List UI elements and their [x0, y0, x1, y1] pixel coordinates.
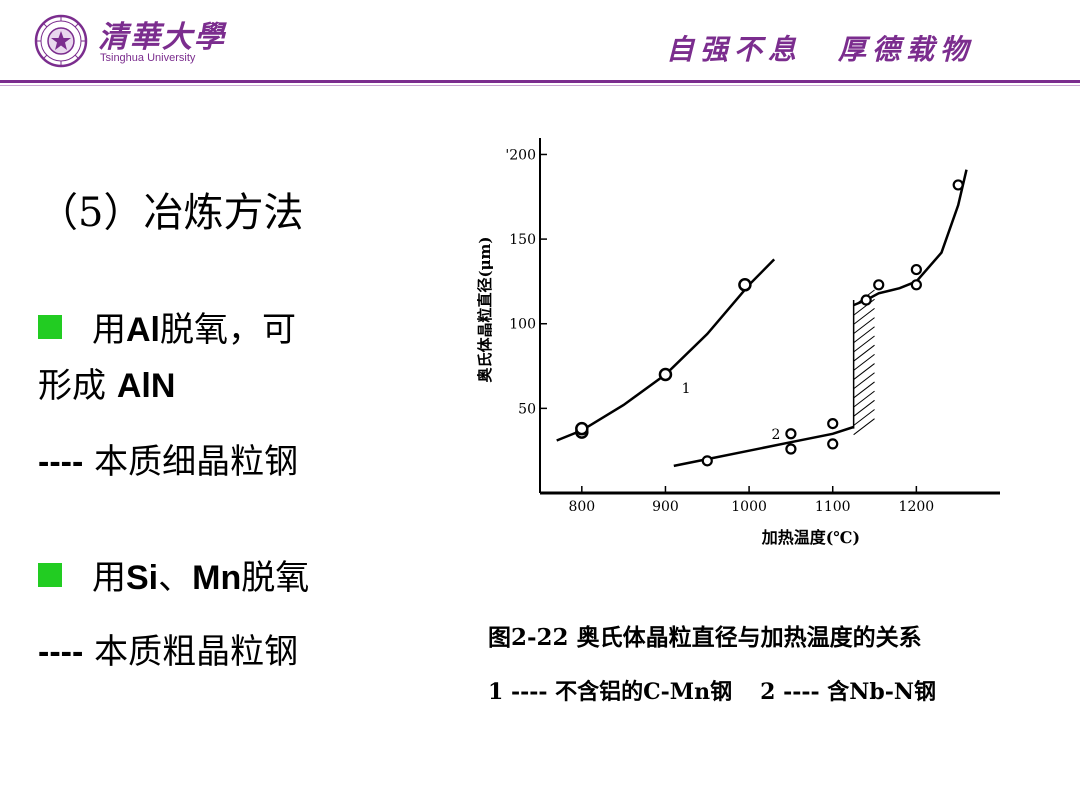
band-hatch-line — [853, 390, 875, 408]
university-motto: 自强不息 厚德载物 — [666, 28, 974, 68]
series-2-point — [785, 443, 797, 455]
series-2-curve-high — [853, 169, 968, 307]
band-hatch-line — [853, 381, 875, 399]
chart-points — [575, 179, 964, 467]
series-2-point — [827, 438, 839, 450]
series-2-label: 2 — [771, 427, 780, 443]
bullet-al-line2: 形成 AlN — [38, 358, 175, 407]
series-2-curve-low — [673, 425, 854, 468]
motto-part-2: 厚德载物 — [837, 33, 974, 66]
y-tick-label: 50 — [518, 401, 536, 417]
series-1-point — [738, 278, 752, 292]
series-1-point — [575, 421, 589, 436]
bullet2-suffix: 脱氧 — [241, 558, 310, 598]
result1-dash: ---- — [38, 443, 84, 481]
y-tick-label: 150 — [509, 232, 536, 248]
bullet2-si: Si — [126, 559, 159, 597]
result2-dash: ---- — [38, 633, 84, 671]
legend-series-1: 1 ---- 不含铝的C-Mn钢 — [488, 679, 733, 705]
grain-size-vs-temperature-chart: 800 900 1000 1100 1200 50 100 150 '200 加热温度(℃) 奥氏体… — [476, 138, 1000, 547]
university-name-en: Tsinghua University — [100, 52, 196, 64]
slide-header: 清華大學 Tsinghua University 自强不息 厚德载物 — [0, 0, 1080, 86]
bullet2-mn: Mn — [192, 559, 242, 597]
bullet-al-deoxidation: 用Al脱氧，可 — [38, 302, 296, 351]
x-tick-label: 800 — [568, 499, 595, 515]
bullet-square-icon — [38, 563, 62, 587]
transition-band — [852, 289, 875, 436]
bullet1-suffix: 脱氧，可 — [160, 310, 296, 350]
band-hatch-line — [853, 363, 875, 380]
y-axis-label: 奥氏体晶粒直径(μm) — [476, 236, 494, 382]
chart-curves — [556, 169, 968, 468]
figure-legend: 1 ---- 不含铝的C-Mn钢 2 ---- 含Nb-N钢 — [488, 674, 936, 706]
result-coarse-grain: ---- 本质粗晶粒钢 — [38, 624, 298, 673]
x-tick-label: 900 — [652, 499, 679, 515]
y-tick-label: 100 — [509, 317, 536, 333]
result1-text: 本质细晶粒钢 — [83, 442, 299, 482]
section-title: （5）冶炼方法 — [38, 190, 304, 236]
x-axis-label: 加热温度(℃) — [761, 528, 860, 547]
bullet2-mid: 、 — [158, 558, 193, 598]
result-fine-grain: ---- 本质细晶粒钢 — [38, 434, 298, 483]
bullet-square-icon — [38, 315, 62, 339]
series-2-point — [910, 279, 922, 291]
band-hatch-line — [853, 353, 875, 371]
chart-labels: 800 900 1000 1100 1200 50 100 150 '200 加热温度(℃) 奥氏体… — [476, 147, 934, 547]
bullet1-prefix: 用 — [92, 310, 126, 350]
bullet-si-mn-deoxidation: 用Si、Mn脱氧 — [38, 550, 309, 599]
university-name-cn: 清華大學 — [98, 20, 226, 55]
band-hatch-line — [853, 418, 875, 436]
header-divider-thin — [0, 85, 1080, 86]
bullet1-line2-prefix: 形成 — [38, 366, 117, 406]
header-divider — [0, 80, 1080, 83]
band-hatch-line — [853, 308, 875, 325]
series-1-point — [658, 367, 673, 382]
x-tick-label: 1100 — [815, 499, 851, 515]
figure-caption: 图2-22 奥氏体晶粒直径与加热温度的关系 — [488, 624, 922, 651]
series-2-point — [701, 455, 713, 467]
y-tick-label: '200 — [505, 147, 536, 163]
bullet2-prefix: 用 — [92, 558, 126, 598]
series-1-label: 1 — [682, 381, 691, 397]
band-hatch-line — [853, 335, 875, 353]
legend-series-2: 2 ---- 含Nb-N钢 — [760, 679, 937, 705]
x-tick-label: 1200 — [899, 499, 935, 515]
series-2-point — [910, 263, 922, 276]
band-hatch-line — [853, 317, 875, 334]
series-2-point — [860, 294, 872, 306]
bullet1-aln: AlN — [116, 367, 176, 405]
series-2-point — [873, 279, 885, 291]
motto-part-1: 自强不息 — [665, 33, 802, 66]
university-seal-icon — [34, 14, 88, 68]
x-tick-label: 1000 — [731, 499, 767, 515]
band-hatch-line — [853, 344, 875, 362]
series-2-point — [827, 418, 839, 430]
band-hatch-line — [853, 399, 875, 417]
result2-text: 本质粗晶粒钢 — [83, 632, 299, 672]
band-hatch-line — [853, 326, 875, 344]
series-2-point — [952, 179, 964, 191]
band-hatch-line — [853, 372, 875, 390]
bullet1-al: Al — [126, 311, 160, 349]
band-hatch-line — [853, 409, 875, 426]
chart-axes — [539, 138, 1000, 495]
series-2-point — [785, 428, 797, 440]
